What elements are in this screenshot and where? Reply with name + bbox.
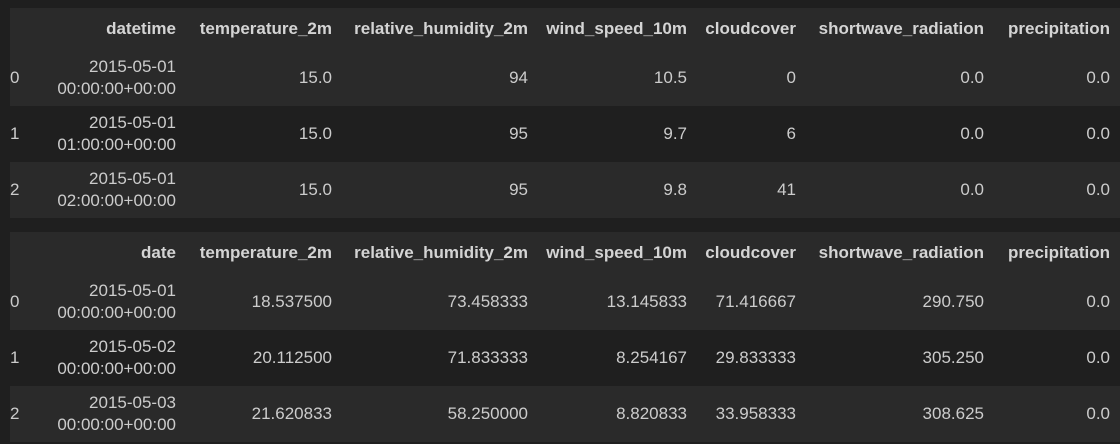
dataframe-table-daily: date temperature_2m relative_humidity_2m… xyxy=(10,232,1120,442)
temperature-cell: 20.112500 xyxy=(252,348,332,367)
humidity-cell: 95 xyxy=(509,124,528,143)
cloudcover-cell: 0 xyxy=(786,68,796,87)
time-part: 02:00:00+00:00 xyxy=(57,191,176,210)
humidity-cell: 71.833333 xyxy=(447,348,528,367)
column-header-cloudcover: cloudcover xyxy=(705,243,796,262)
date-part: 2015-05-03 xyxy=(89,393,176,412)
wind-speed-cell: 8.254167 xyxy=(616,348,687,367)
time-part: 00:00:00+00:00 xyxy=(57,79,176,98)
table-header-row: datetime temperature_2m relative_humidit… xyxy=(10,8,1120,50)
column-header-date: date xyxy=(141,243,176,262)
date-cell: 2015-05-01 00:00:00+00:00 xyxy=(38,274,186,330)
cloudcover-cell: 6 xyxy=(786,124,796,143)
humidity-cell: 58.250000 xyxy=(447,404,528,423)
radiation-cell: 0.0 xyxy=(960,68,984,87)
row-index: 2 xyxy=(10,180,20,199)
humidity-cell: 95 xyxy=(509,180,528,199)
wind-speed-cell: 10.5 xyxy=(653,68,687,87)
date-part: 2015-05-01 xyxy=(89,113,176,132)
row-index: 1 xyxy=(10,124,20,143)
table-row: 0 2015-05-01 00:00:00+00:00 15.0 94 10.5 … xyxy=(10,50,1120,106)
precipitation-cell: 0.0 xyxy=(1086,124,1110,143)
datetime-cell: 2015-05-01 02:00:00+00:00 xyxy=(38,162,186,218)
radiation-cell: 308.625 xyxy=(922,404,984,423)
humidity-cell: 73.458333 xyxy=(447,292,528,311)
wind-speed-cell: 13.145833 xyxy=(606,292,687,311)
precipitation-cell: 0.0 xyxy=(1086,404,1110,423)
time-part: 00:00:00+00:00 xyxy=(57,303,176,322)
precipitation-cell: 0.0 xyxy=(1086,348,1110,367)
column-header-cloudcover: cloudcover xyxy=(705,19,796,38)
radiation-cell: 0.0 xyxy=(960,124,984,143)
column-header-precipitation: precipitation xyxy=(1007,19,1110,38)
column-header-temperature: temperature_2m xyxy=(199,19,332,38)
column-header-humidity: relative_humidity_2m xyxy=(354,243,528,262)
column-header-wind-speed: wind_speed_10m xyxy=(546,19,687,38)
time-part: 01:00:00+00:00 xyxy=(57,135,176,154)
time-part: 00:00:00+00:00 xyxy=(57,359,176,378)
table-row: 2 2015-05-03 00:00:00+00:00 21.620833 58.… xyxy=(10,386,1120,442)
date-part: 2015-05-02 xyxy=(89,337,176,356)
column-header-radiation: shortwave_radiation xyxy=(818,19,984,38)
table-row: 0 2015-05-01 00:00:00+00:00 18.537500 73.… xyxy=(10,274,1120,330)
datetime-cell: 2015-05-01 01:00:00+00:00 xyxy=(38,106,186,162)
humidity-cell: 94 xyxy=(509,68,528,87)
cloudcover-cell: 33.958333 xyxy=(715,404,796,423)
date-part: 2015-05-01 xyxy=(89,281,176,300)
time-part: 00:00:00+00:00 xyxy=(57,415,176,434)
wind-speed-cell: 9.7 xyxy=(663,124,687,143)
table-row: 2 2015-05-01 02:00:00+00:00 15.0 95 9.8 4… xyxy=(10,162,1120,218)
column-header-temperature: temperature_2m xyxy=(199,243,332,262)
precipitation-cell: 0.0 xyxy=(1086,292,1110,311)
row-index: 0 xyxy=(10,292,20,311)
temperature-cell: 15.0 xyxy=(298,68,332,87)
dataframe-table-hourly: datetime temperature_2m relative_humidit… xyxy=(10,8,1120,218)
datetime-cell: 2015-05-01 00:00:00+00:00 xyxy=(38,50,186,106)
date-part: 2015-05-01 xyxy=(89,57,176,76)
wind-speed-cell: 9.8 xyxy=(663,180,687,199)
cloudcover-cell: 29.833333 xyxy=(715,348,796,367)
date-cell: 2015-05-02 00:00:00+00:00 xyxy=(38,330,186,386)
temperature-cell: 15.0 xyxy=(298,180,332,199)
radiation-cell: 0.0 xyxy=(960,180,984,199)
table-header-row: date temperature_2m relative_humidity_2m… xyxy=(10,232,1120,274)
column-header-humidity: relative_humidity_2m xyxy=(354,19,528,38)
temperature-cell: 21.620833 xyxy=(251,404,332,423)
column-header-wind-speed: wind_speed_10m xyxy=(546,243,687,262)
radiation-cell: 305.250 xyxy=(922,348,984,367)
date-cell: 2015-05-03 00:00:00+00:00 xyxy=(38,386,186,442)
precipitation-cell: 0.0 xyxy=(1086,68,1110,87)
column-header-precipitation: precipitation xyxy=(1007,243,1110,262)
row-index: 1 xyxy=(10,348,20,367)
wind-speed-cell: 8.820833 xyxy=(616,404,687,423)
cloudcover-cell: 41 xyxy=(777,180,796,199)
radiation-cell: 290.750 xyxy=(922,292,984,311)
column-header-datetime: datetime xyxy=(106,19,176,38)
index-header xyxy=(10,232,38,274)
precipitation-cell: 0.0 xyxy=(1086,180,1110,199)
index-header xyxy=(10,8,38,50)
table-row: 1 2015-05-02 00:00:00+00:00 20.112500 71.… xyxy=(10,330,1120,386)
row-index: 2 xyxy=(10,404,20,423)
temperature-cell: 18.537500 xyxy=(251,292,332,311)
temperature-cell: 15.0 xyxy=(298,124,332,143)
table-row: 1 2015-05-01 01:00:00+00:00 15.0 95 9.7 6… xyxy=(10,106,1120,162)
date-part: 2015-05-01 xyxy=(89,169,176,188)
row-index: 0 xyxy=(10,68,20,87)
column-header-radiation: shortwave_radiation xyxy=(818,243,984,262)
cloudcover-cell: 71.416667 xyxy=(715,292,796,311)
